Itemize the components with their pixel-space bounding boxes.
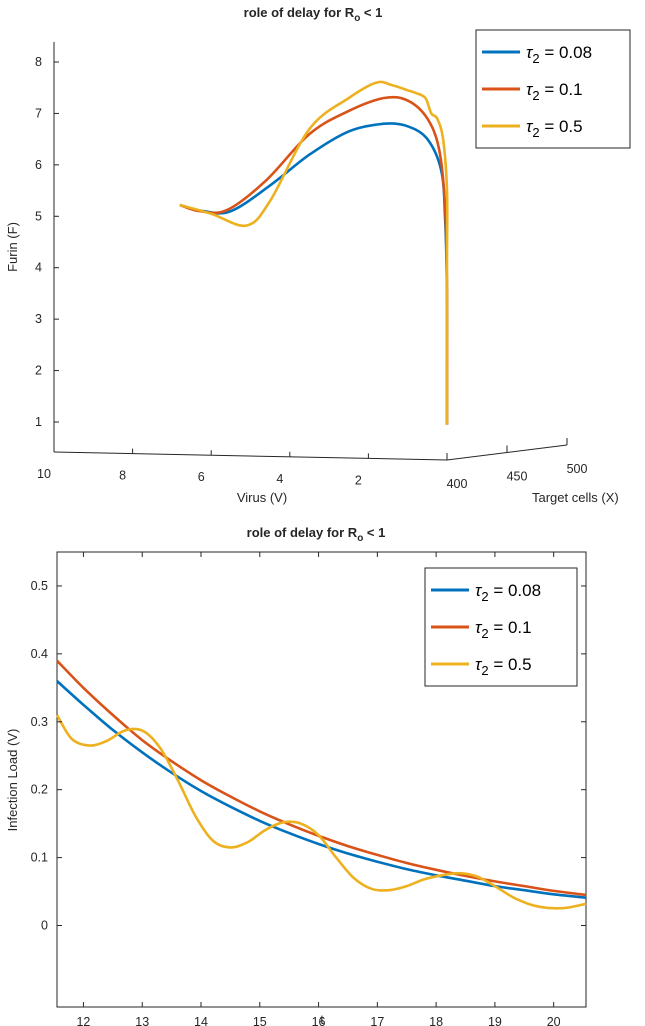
legend-subscript: 2 (481, 589, 488, 604)
legend-entry: τ2 = 0.08 (526, 43, 592, 66)
x-tick-label: 15 (253, 1015, 267, 1026)
x-tick-label: 6 (198, 470, 205, 484)
x-tick-label: 14 (194, 1015, 208, 1026)
z-tick-label: 8 (35, 55, 42, 69)
x-tick-label: 20 (547, 1015, 561, 1026)
title-subscript: o (354, 13, 360, 24)
z-tick-label: 3 (35, 312, 42, 326)
series-line (179, 122, 449, 425)
z-tick-label: 4 (35, 261, 42, 275)
plot-3d-title: role of delay for Ro < 1 (244, 5, 383, 24)
x-tick-label: 19 (488, 1015, 502, 1026)
legend-entry: τ2 = 0.1 (526, 80, 583, 103)
y-tick-label: 0.2 (31, 783, 48, 797)
y-tick-label: 0.5 (31, 579, 48, 593)
legend-subscript: 2 (532, 51, 539, 66)
legend-text: = 0.5 (489, 655, 532, 674)
plot-2d-title: role of delay for Ro < 1 (247, 525, 386, 544)
legend-text: = 0.1 (489, 618, 532, 637)
z-axis-label: Furin (F) (5, 222, 20, 272)
title-tail: < 1 (360, 5, 382, 20)
legend-symbol: τ (475, 581, 483, 600)
legend-text: = 0.08 (540, 43, 592, 62)
legend-subscript: 2 (532, 88, 539, 103)
legend-entry: τ2 = 0.1 (475, 618, 532, 641)
title-tail: < 1 (363, 525, 385, 540)
x-tick-label: 2 (355, 473, 362, 487)
legend-entry: τ2 = 0.5 (526, 117, 583, 140)
plot-2d: role of delay for Ro < 1 12 13 14 15 16 17 18 1… (5, 525, 587, 1026)
x-axis-label: Virus (V) (237, 490, 287, 505)
y-tick-label: 500 (567, 462, 588, 476)
z-tick-label: 7 (35, 106, 42, 120)
legend-symbol: τ (475, 655, 483, 674)
series-line (179, 95, 449, 425)
legend-symbol: τ (475, 618, 483, 637)
plot-3d: role of delay for Ro < 1 1 2 3 4 5 6 7 8 10 8 6 4 2… (5, 5, 631, 505)
legend-subscript: 2 (532, 125, 539, 140)
legend-text: = 0.1 (540, 80, 583, 99)
legend-text: = 0.5 (540, 117, 583, 136)
legend-symbol: τ (526, 117, 534, 136)
series-line (179, 80, 449, 425)
x-axis-label: t (320, 1012, 324, 1026)
legend-subscript: 2 (481, 626, 488, 641)
legend-entry: τ2 = 0.5 (475, 655, 532, 678)
x-tick-label: 8 (119, 469, 126, 483)
y-tick-label: 0.4 (31, 647, 48, 661)
y-axis-label: Infection Load (V) (5, 729, 20, 832)
x-axis-line (53, 451, 448, 461)
x-tick-label: 10 (37, 467, 51, 481)
legend-symbol: τ (526, 43, 534, 62)
title-subscript: o (357, 533, 363, 544)
legend-symbol: τ (526, 80, 534, 99)
y-tick-label: 0 (41, 919, 48, 933)
x-tick-label: 4 (276, 472, 283, 486)
y-tick-label: 0.1 (31, 851, 48, 865)
z-tick-label: 6 (35, 158, 42, 172)
y-tick-label: 400 (447, 477, 468, 491)
x-tick-label: 12 (76, 1015, 90, 1026)
x-tick-label: 13 (135, 1015, 149, 1026)
legend-text: = 0.08 (489, 581, 541, 600)
z-tick-label: 1 (35, 415, 42, 429)
title-main: role of delay for R (247, 525, 358, 540)
y-tick-label: 0.3 (31, 715, 48, 729)
title-main: role of delay for R (244, 5, 355, 20)
legend-entry: τ2 = 0.08 (475, 581, 541, 604)
y-tick-label: 450 (507, 470, 528, 484)
x-tick-label: 16 (312, 1015, 326, 1026)
x-tick-label: 17 (370, 1015, 384, 1026)
x-tick-label: 18 (429, 1015, 443, 1026)
z-tick-label: 5 (35, 209, 42, 223)
series-line (55, 714, 587, 910)
legend-subscript: 2 (481, 663, 488, 678)
y-axis-label: Target cells (X) (532, 490, 619, 505)
z-tick-label: 2 (35, 364, 42, 378)
